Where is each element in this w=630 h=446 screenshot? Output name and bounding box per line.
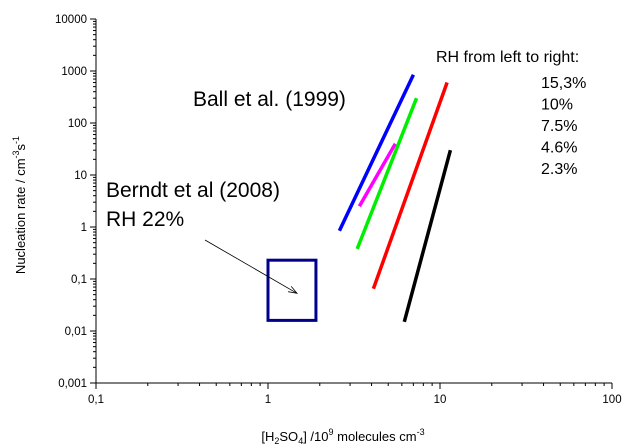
series-line-7-5- bbox=[355, 97, 419, 250]
y-axis-title-mid: s bbox=[13, 143, 28, 150]
y-axis-title-sup2: -1 bbox=[11, 136, 21, 144]
legend-item: 15,3% bbox=[541, 75, 586, 92]
x-tick-label: 100 bbox=[602, 394, 621, 406]
series-line-4-6- bbox=[371, 81, 449, 290]
x-tick-label: 1 bbox=[265, 394, 271, 406]
y-tick-label: 0,1 bbox=[71, 274, 87, 286]
series-line-15-3- bbox=[337, 73, 415, 232]
axes bbox=[95, 19, 612, 384]
series-line-2-3- bbox=[402, 149, 453, 323]
series-lines bbox=[337, 73, 453, 323]
annotation-arrowhead bbox=[288, 286, 299, 294]
y-tick-label: 10 bbox=[74, 170, 87, 182]
series-line-10- bbox=[357, 142, 397, 208]
x-axis-ticks: 0,1 1 10 100 bbox=[88, 383, 622, 406]
legend-item: 7.5% bbox=[541, 118, 577, 135]
x-axis-title-sup: 9 bbox=[329, 427, 334, 437]
y-axis-title-pre: Nucleation rate / cm bbox=[13, 158, 28, 274]
ball-et-al-label: Ball et al. (1999) bbox=[193, 88, 346, 111]
legend-item: 10% bbox=[541, 97, 573, 114]
berndt-label-line2: RH 22% bbox=[106, 208, 184, 231]
y-tick-label: 0,01 bbox=[65, 326, 87, 338]
x-axis-title-sub1: 2 bbox=[274, 436, 279, 446]
x-axis-title: [H2SO4] /109 molecules cm-3 bbox=[261, 427, 424, 446]
legend-items: 15,3% 10% 7.5% 4.6% 2.3% bbox=[541, 75, 586, 178]
y-tick-label: 1000 bbox=[61, 66, 87, 78]
legend-item: 4.6% bbox=[541, 140, 577, 157]
x-axis-title-mid: SO bbox=[279, 429, 298, 444]
legend-title: RH from left to right: bbox=[436, 49, 579, 66]
y-axis-title: Nucleation rate / cm-3s-1 bbox=[11, 136, 28, 274]
y-tick-label: 100 bbox=[68, 118, 87, 130]
berndt-label-line1: Berndt et al (2008) bbox=[106, 179, 280, 202]
x-axis-title-tail: molecules cm bbox=[334, 429, 417, 444]
y-tick-label: 1 bbox=[81, 222, 87, 234]
y-axis-ticks: 0,001 0,01 0,1 1 10 100 1000 10000 bbox=[55, 14, 96, 390]
x-axis-title-post: ] /10 bbox=[303, 429, 328, 444]
x-axis-title-sub2: 4 bbox=[298, 436, 303, 446]
x-axis-title-sup2: -3 bbox=[417, 427, 425, 437]
x-tick-label: 0,1 bbox=[88, 394, 104, 406]
y-tick-label: 10000 bbox=[55, 14, 87, 26]
x-tick-label: 10 bbox=[434, 394, 447, 406]
berndt-box-layer bbox=[204, 239, 318, 322]
annotation-arrow bbox=[204, 239, 298, 294]
legend-item: 2.3% bbox=[541, 161, 577, 178]
berndt-box bbox=[266, 258, 318, 322]
y-axis-title-sup1: -3 bbox=[11, 150, 21, 158]
x-axis-title-pre: [H bbox=[261, 429, 274, 444]
y-tick-label: 0,001 bbox=[58, 378, 87, 390]
